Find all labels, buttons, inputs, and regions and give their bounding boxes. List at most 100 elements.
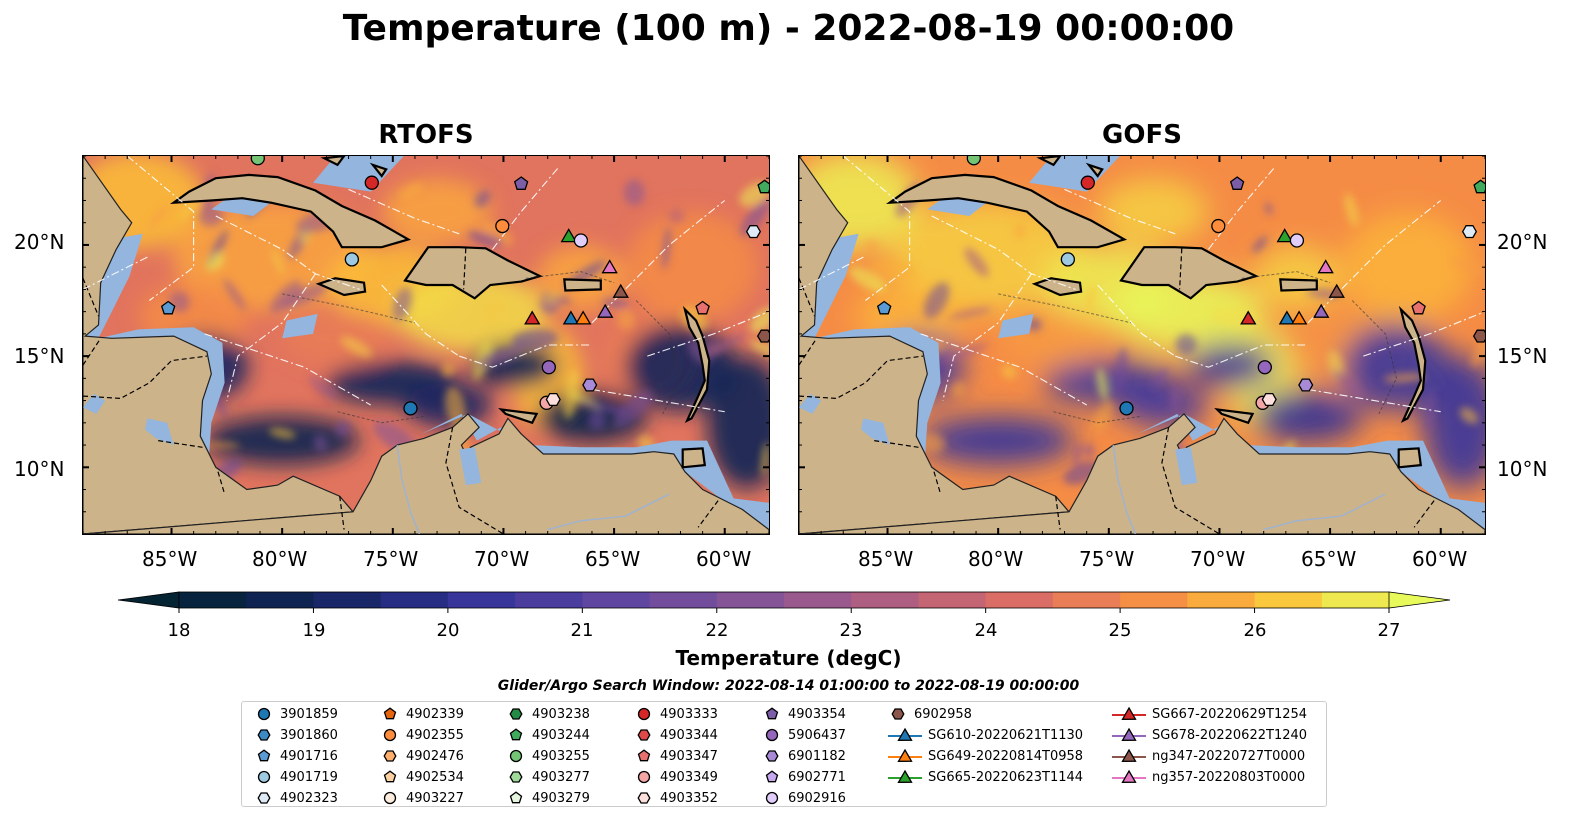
legend-marker-hexagon-icon (637, 729, 651, 741)
eez-boundary (348, 188, 460, 235)
legend-item: 4903277 (506, 767, 590, 787)
colorbar-tick-21: 21 (570, 620, 594, 641)
legend-marker-circle-icon (637, 707, 651, 721)
colorbar-tick-26: 26 (1243, 620, 1267, 641)
legend-marker (509, 749, 523, 763)
eddy (740, 199, 769, 236)
platform-6902916 (573, 233, 589, 248)
eez-boundary (126, 156, 195, 301)
legend-label: 4903255 (532, 748, 590, 764)
legend-marker (257, 792, 271, 804)
land-puertoRico (563, 278, 602, 292)
eddy (1171, 386, 1180, 414)
legend-marker (1121, 706, 1137, 720)
legend-item: 4903352 (634, 788, 718, 808)
eddy (1072, 441, 1082, 467)
platform-6902958 (1472, 329, 1485, 343)
platform-ng347-20220727T0000 (1328, 283, 1345, 298)
legend-marker-triangle-icon (888, 727, 922, 741)
country-border (799, 355, 923, 400)
eddy (661, 226, 671, 270)
legend-item: 6902771 (762, 767, 846, 787)
cold-anomaly (1252, 389, 1363, 443)
legend-marker (897, 748, 913, 762)
country-border (1179, 248, 1183, 290)
eddy (1383, 372, 1426, 383)
legend-item: SG610-20220621T1130 (888, 725, 1083, 745)
lon-tick-gofs-70: 70°W (1190, 547, 1246, 571)
legend-label: ng347-20220727T0000 (1152, 748, 1306, 764)
eddy (668, 208, 685, 224)
lat-tick-right-20: 20°N (1497, 230, 1548, 254)
eddy (384, 249, 417, 265)
colorbar-tick-18: 18 (167, 620, 191, 641)
legend-marker-pentagon-icon (765, 770, 779, 783)
colorbar-segment (582, 592, 651, 608)
platform-3901859 (1119, 401, 1134, 416)
colorbar-segment (1254, 592, 1323, 608)
platform-5906437 (541, 360, 556, 375)
eddy (223, 278, 246, 311)
legend-label: 3901859 (280, 706, 338, 722)
lake (145, 418, 174, 446)
cold-anomaly (1423, 356, 1485, 489)
legend-marker (637, 749, 651, 762)
legend-item: 3901860 (254, 725, 338, 745)
legend-marker-pentagon-icon (383, 770, 397, 783)
legend-label: 4903277 (532, 769, 590, 785)
cold-anomaly (1186, 343, 1275, 388)
legend-item: 4903333 (634, 704, 718, 724)
colorbar-segment (246, 592, 314, 608)
legend-marker (637, 729, 651, 741)
lon-tick-gofs-85: 85°W (858, 547, 914, 571)
eddy (750, 307, 769, 333)
land-southAmerica (83, 413, 769, 534)
isobath (1053, 411, 1143, 424)
legend-marker-triangle-icon (1112, 706, 1146, 720)
eez-boundary (920, 333, 1087, 406)
legend-label: 6902916 (788, 790, 846, 806)
legend-marker (765, 707, 779, 720)
legend-item: 4902355 (380, 725, 464, 745)
colorbar-segment (918, 592, 987, 608)
eddy (511, 329, 559, 350)
country-border (83, 278, 100, 317)
platform-SG678-20220622T1240 (597, 303, 614, 318)
eez-boundary (459, 344, 592, 368)
legend-item: 5906437 (762, 725, 846, 745)
platform-4902355 (495, 218, 510, 234)
legend-marker-hexagon-icon (509, 771, 523, 783)
legend-marker-pentagon-icon (637, 749, 651, 762)
country-border (339, 496, 345, 530)
eddy (923, 282, 950, 319)
legend-marker (509, 791, 523, 804)
legend-item: 4902339 (380, 704, 464, 724)
colorbar-tick-22: 22 (705, 620, 729, 641)
cold-anomaly (921, 416, 1076, 465)
legend-label: ng357-20220803T0000 (1152, 769, 1306, 785)
lat-tick-right-15: 15°N (1497, 344, 1548, 368)
eddy (205, 252, 225, 272)
legend-marker-circle-icon (765, 728, 779, 742)
legend-item: 4903255 (506, 746, 590, 766)
land-centralAmerica (799, 156, 1071, 534)
eddy (340, 336, 373, 358)
legend-marker-pentagon-icon (509, 791, 523, 804)
eez-boundary (1207, 166, 1276, 250)
legend-label: 4903244 (532, 727, 590, 743)
lat-tick-left-10: 10°N (14, 457, 65, 481)
platform-4903244 (757, 179, 769, 194)
legend-marker (637, 792, 651, 804)
legend-marker-circle-icon (509, 749, 523, 763)
platform-SG649-20220814T0958 (574, 310, 592, 325)
land-cuba (885, 173, 1128, 249)
eez-boundary (591, 388, 725, 413)
cold-anomaly (707, 356, 769, 489)
land-puertoRico (1279, 278, 1318, 292)
legend-label: SG665-20220623T1144 (928, 769, 1084, 785)
colorbar-label: Temperature (degC) (675, 646, 902, 670)
legend-marker (1121, 748, 1137, 762)
legend-marker (765, 728, 779, 742)
platform-ng347-20220727T0000 (612, 283, 629, 298)
continental-shelf (1137, 413, 1485, 530)
